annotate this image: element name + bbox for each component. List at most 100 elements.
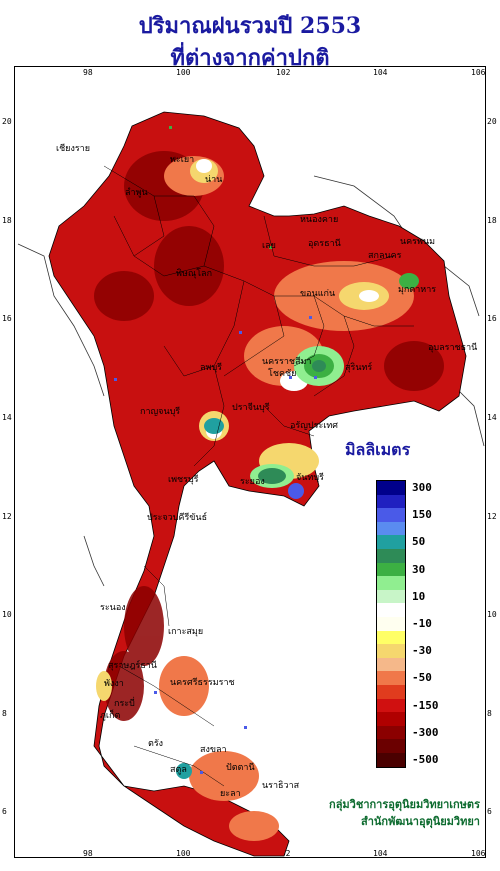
lat-tick-right: 6 [487,807,492,816]
legend-label: 50 [412,535,426,549]
place-label: พะเยา [170,155,195,165]
place-label: ประจวบคีรีขันธ์ [147,513,208,523]
place-label: พิษณุโลก [176,269,213,279]
map-title-line1: ปริมาณฝนรวมปี 2553 [138,13,362,39]
place-label: ปราจีนบุรี [232,403,270,413]
legend-swatch [377,712,405,726]
lat-tick-left: 20 [2,117,12,126]
legend-swatch [377,576,405,590]
place-label: มุกดาหาร [398,285,437,295]
lat-tick-left: 6 [2,807,7,816]
place-label: นราธิวาส [262,781,300,791]
legend-swatch [377,589,405,604]
lon-tick-top: 98 [83,68,93,77]
legend-swatch [377,644,405,658]
legend-label: -50 [412,671,432,685]
legend-label: -150 [412,698,439,712]
place-label: สงขลา [200,745,227,755]
lat-tick-right: 10 [487,610,497,619]
lon-tick-bottom: 100 [176,849,191,858]
legend-title: มิลลิเมตร [345,440,411,459]
lat-tick-right: 18 [487,216,497,225]
place-label: สกลนคร [368,251,402,261]
station-markers [114,126,317,774]
legend-label: -500 [412,753,439,766]
lat-tick-left: 12 [2,512,12,521]
place-label: กระบี่ [114,699,135,709]
legend-swatch [377,657,405,672]
place-label: เชียงราย [56,144,91,154]
place-label: นครพนม [400,237,436,247]
lon-tick-top: 102 [276,68,291,77]
place-label: อุบลราชธานี [428,343,478,353]
lon-tick-bottom: 98 [83,849,93,858]
place-label: ขอนแก่น [300,289,336,299]
legend-swatch [377,521,405,536]
legend-label: -300 [412,725,439,739]
lat-tick-right: 14 [487,413,497,422]
place-label: ระนอง [100,603,126,613]
legend-colorbar [376,480,406,768]
place-label: ตรัง [148,739,164,749]
place-label: ภูเก็ต [100,711,121,721]
credit-line2: สำนักพัฒนาอุตุนิยมวิทยา [361,815,480,828]
lat-tick-left: 14 [2,413,12,422]
place-label: นครศรีธรรมราช [170,678,235,688]
legend-swatch [377,549,405,563]
place-label: สตูล [170,765,187,775]
legend-swatch [377,630,405,645]
legend-swatch [377,535,405,549]
legend-swatch [377,698,405,713]
place-label: หนองคาย [300,215,339,225]
lat-tick-left: 10 [2,610,12,619]
lon-tick-top: 106 [471,68,486,77]
legend-swatch [377,481,405,495]
place-label: ระยอง [240,477,265,487]
legend-swatch [377,562,405,577]
place-label: จันทบุรี [296,473,324,483]
place-label: เพชรบุรี [168,475,199,485]
place-label: เกาะสมุย [168,627,204,637]
lat-tick-right: 16 [487,314,497,323]
rainfall-anomaly-map [17,111,485,857]
lat-tick-right: 8 [487,709,492,718]
place-label: ยะลา [220,789,241,799]
legend-swatch [377,725,405,740]
place-label: อรัญประเทศ [290,421,339,431]
place-label: อุดรธานี [308,239,341,249]
place-label: ลพบุรี [200,363,222,373]
place-label: โชคชัย [268,369,297,379]
lat-tick-left: 8 [2,709,7,718]
legend-swatch [377,508,405,522]
place-label: เลย [262,241,276,251]
legend-swatch [377,753,405,767]
legend-label: 150 [412,508,432,522]
place-label: พังงา [104,679,124,689]
lon-tick-top: 100 [176,68,191,77]
legend-swatch [377,739,405,753]
lon-tick-bottom: 104 [373,849,388,858]
legend-swatch [377,671,405,685]
wet-zones [176,273,419,779]
lon-tick-bottom: 106 [471,849,486,858]
lat-tick-right: 12 [487,512,497,521]
place-label: น่าน [205,175,223,185]
place-label: นครราชสีมา [262,357,312,367]
province-borders [103,165,414,787]
legend-swatch [377,685,405,699]
legend-label: 10 [412,589,426,603]
lat-tick-left: 18 [2,216,12,225]
place-label: ปัตตานี [226,763,255,773]
lon-tick-top: 104 [373,68,388,77]
legend-label: -10 [412,617,432,630]
legend-label: 30 [412,562,426,576]
legend-label: -30 [412,644,432,658]
place-label: สุราษฎร์ธานี [108,661,157,671]
place-label: ลำพูน [125,188,148,198]
credit-line1: กลุ่มวิชาการอุตุนิยมวิทยาเกษตร [329,798,480,811]
place-label: สุรินทร์ [345,363,373,373]
legend-swatch [377,617,405,631]
legend-swatch [377,494,405,509]
place-label: กาญจนบุรี [140,407,181,417]
lat-tick-left: 16 [2,314,12,323]
